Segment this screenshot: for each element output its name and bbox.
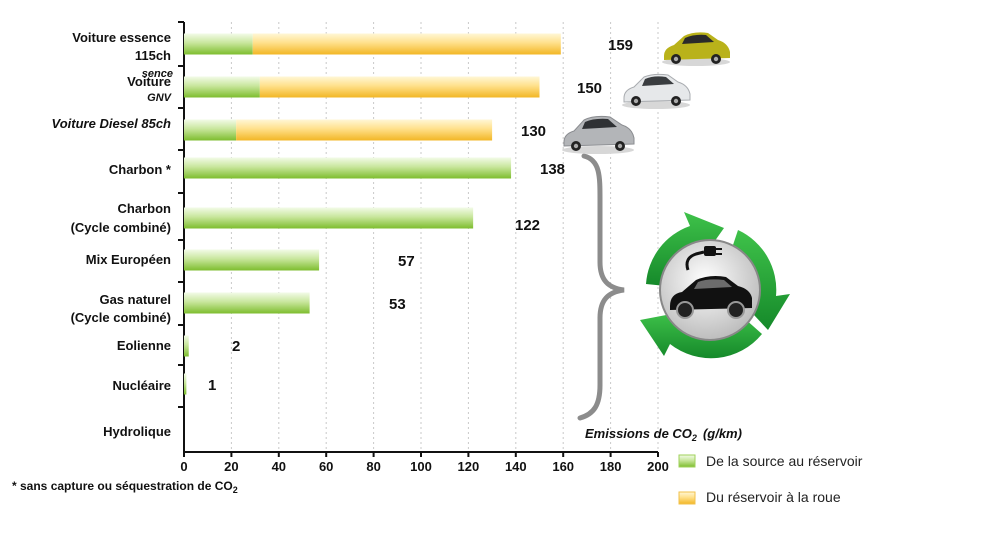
legend-swatch-source bbox=[678, 454, 696, 468]
category-label: Gas naturel bbox=[99, 292, 171, 307]
category-label: Voiture essence bbox=[72, 30, 171, 45]
bar-source-to-tank bbox=[184, 33, 253, 55]
x-tick-label: 120 bbox=[458, 459, 480, 474]
legend-swatch-tank bbox=[678, 491, 696, 505]
category-label: Eolienne bbox=[117, 338, 171, 353]
category-label: 115ch bbox=[135, 48, 171, 63]
category-label: (Cycle combiné) bbox=[71, 220, 171, 235]
legend: De la source au réservoir Du réservoir à… bbox=[678, 453, 863, 505]
bar-source-to-tank bbox=[184, 119, 237, 141]
x-axis-title: Emissions de CO2 (g/km) bbox=[585, 426, 742, 443]
bar-tank-to-wheel bbox=[236, 119, 493, 141]
x-tick-label: 20 bbox=[224, 459, 238, 474]
value-labels: 159 150 130 138 122 57 53 2 1 bbox=[208, 37, 633, 394]
x-tick-label: 80 bbox=[366, 459, 380, 474]
value-label: 138 bbox=[540, 161, 565, 178]
category-label: Hydrolique bbox=[103, 424, 171, 439]
category-label: Voiture bbox=[127, 74, 171, 89]
bar-source-to-tank bbox=[184, 373, 187, 395]
value-label: 1 bbox=[208, 377, 216, 394]
legend-label-source: De la source au réservoir bbox=[706, 453, 863, 469]
x-tick-label: 60 bbox=[319, 459, 333, 474]
category-label: Voiture Diesel 85ch bbox=[52, 116, 172, 131]
legend-label-tank: Du réservoir à la roue bbox=[706, 489, 841, 505]
footnote: * sans capture ou séquestration de CO2 bbox=[12, 479, 238, 495]
bar-tank-to-wheel bbox=[259, 76, 540, 98]
category-label: Charbon * bbox=[109, 162, 172, 177]
curly-brace bbox=[577, 153, 625, 421]
bar-source-to-tank bbox=[184, 157, 512, 179]
value-label: 2 bbox=[232, 338, 240, 355]
x-tick-label: 180 bbox=[600, 459, 622, 474]
value-label: 53 bbox=[389, 296, 406, 313]
category-labels: Voiture essence 115ch Voiture GNV Voiture Di… bbox=[52, 30, 173, 439]
bar-source-to-tank bbox=[184, 207, 474, 229]
x-tick-label: 40 bbox=[272, 459, 286, 474]
category-label: GNV bbox=[147, 92, 173, 104]
bar-tank-to-wheel bbox=[252, 33, 561, 55]
category-label: Charbon bbox=[118, 201, 172, 216]
bars bbox=[184, 33, 561, 395]
bar-source-to-tank bbox=[184, 292, 310, 314]
bar-source-to-tank bbox=[184, 249, 320, 271]
diesel-car-icon bbox=[562, 115, 635, 154]
x-tick-label: 200 bbox=[647, 459, 669, 474]
cng-car-icon bbox=[622, 73, 691, 109]
value-label: 57 bbox=[398, 253, 415, 270]
value-label: 130 bbox=[521, 123, 546, 140]
x-tick-labels: 0 20 40 60 80 100 120 140 160 180 200 bbox=[180, 459, 668, 474]
category-label: (Cycle combiné) bbox=[71, 310, 171, 325]
value-label: 150 bbox=[577, 80, 602, 97]
x-tick-label: 140 bbox=[505, 459, 527, 474]
x-tick-label: 0 bbox=[180, 459, 187, 474]
value-label: 122 bbox=[515, 217, 540, 234]
value-label: 159 bbox=[608, 37, 633, 54]
bar-source-to-tank bbox=[184, 76, 260, 98]
x-tick-label: 100 bbox=[410, 459, 432, 474]
electric-car-recycle-icon bbox=[640, 212, 790, 359]
category-label: Nucléaire bbox=[112, 378, 171, 393]
gasoline-car-icon bbox=[662, 32, 730, 66]
bar-source-to-tank bbox=[184, 335, 189, 357]
overlap-label: sence bbox=[142, 68, 173, 80]
category-label: Mix Européen bbox=[86, 252, 171, 267]
x-tick-label: 160 bbox=[552, 459, 574, 474]
